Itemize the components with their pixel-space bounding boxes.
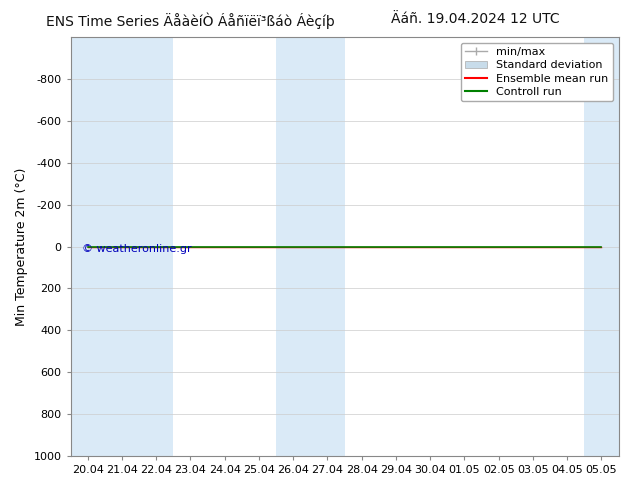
- Bar: [276, 37, 310, 456]
- Text: ENS Time Series ÄåàèíÒ Áåñïëï³ßáò Áèçíþ: ENS Time Series ÄåàèíÒ Áåñïëï³ßáò Áèçíþ: [46, 12, 335, 29]
- Text: Äáñ. 19.04.2024 12 UTC: Äáñ. 19.04.2024 12 UTC: [391, 12, 560, 26]
- Bar: [310, 37, 344, 456]
- Y-axis label: Min Temperature 2m (°C): Min Temperature 2m (°C): [15, 167, 28, 326]
- Bar: [585, 37, 619, 456]
- Bar: [105, 37, 139, 456]
- Legend: min/max, Standard deviation, Ensemble mean run, Controll run: min/max, Standard deviation, Ensemble me…: [461, 43, 613, 101]
- Text: © weatheronline.gr: © weatheronline.gr: [82, 245, 191, 254]
- Bar: [70, 37, 105, 456]
- Bar: [139, 37, 173, 456]
